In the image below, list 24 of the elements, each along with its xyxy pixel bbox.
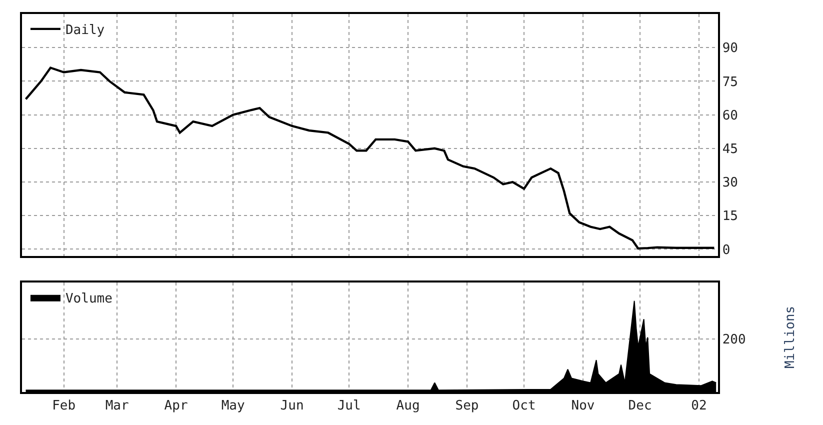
legend-label: Daily: [65, 23, 105, 38]
y-tick-label: 75: [722, 74, 738, 90]
y-tick-label: 15: [722, 209, 738, 224]
x-tick-label: Nov: [571, 398, 595, 414]
x-tick-label: Feb: [52, 398, 76, 414]
x-tick-label: May: [221, 398, 245, 414]
y-axis-title: Millions: [782, 306, 798, 369]
y-tick-label: 60: [722, 108, 738, 124]
x-tick-label: Aug: [396, 398, 420, 414]
x-tick-label: Jun: [280, 398, 304, 414]
x-tick-label: Oct: [512, 398, 536, 414]
x-tick-label: Apr: [164, 398, 188, 414]
x-tick-label: 02: [691, 398, 707, 414]
line-series: [24, 66, 716, 250]
legend-label: Volume: [65, 291, 113, 306]
x-tick-label: Jul: [337, 398, 361, 414]
y-tick-label: 90: [722, 41, 738, 56]
x-tick-label: Dec: [628, 398, 652, 414]
x-tick-label: Mar: [105, 398, 129, 414]
y-tick-label: 0: [722, 242, 730, 258]
y-tick-label: 45: [722, 142, 738, 157]
x-tick-label: Sep: [455, 398, 479, 414]
y-tick-label: 200: [722, 332, 746, 348]
y-tick-label: 30: [722, 176, 738, 191]
